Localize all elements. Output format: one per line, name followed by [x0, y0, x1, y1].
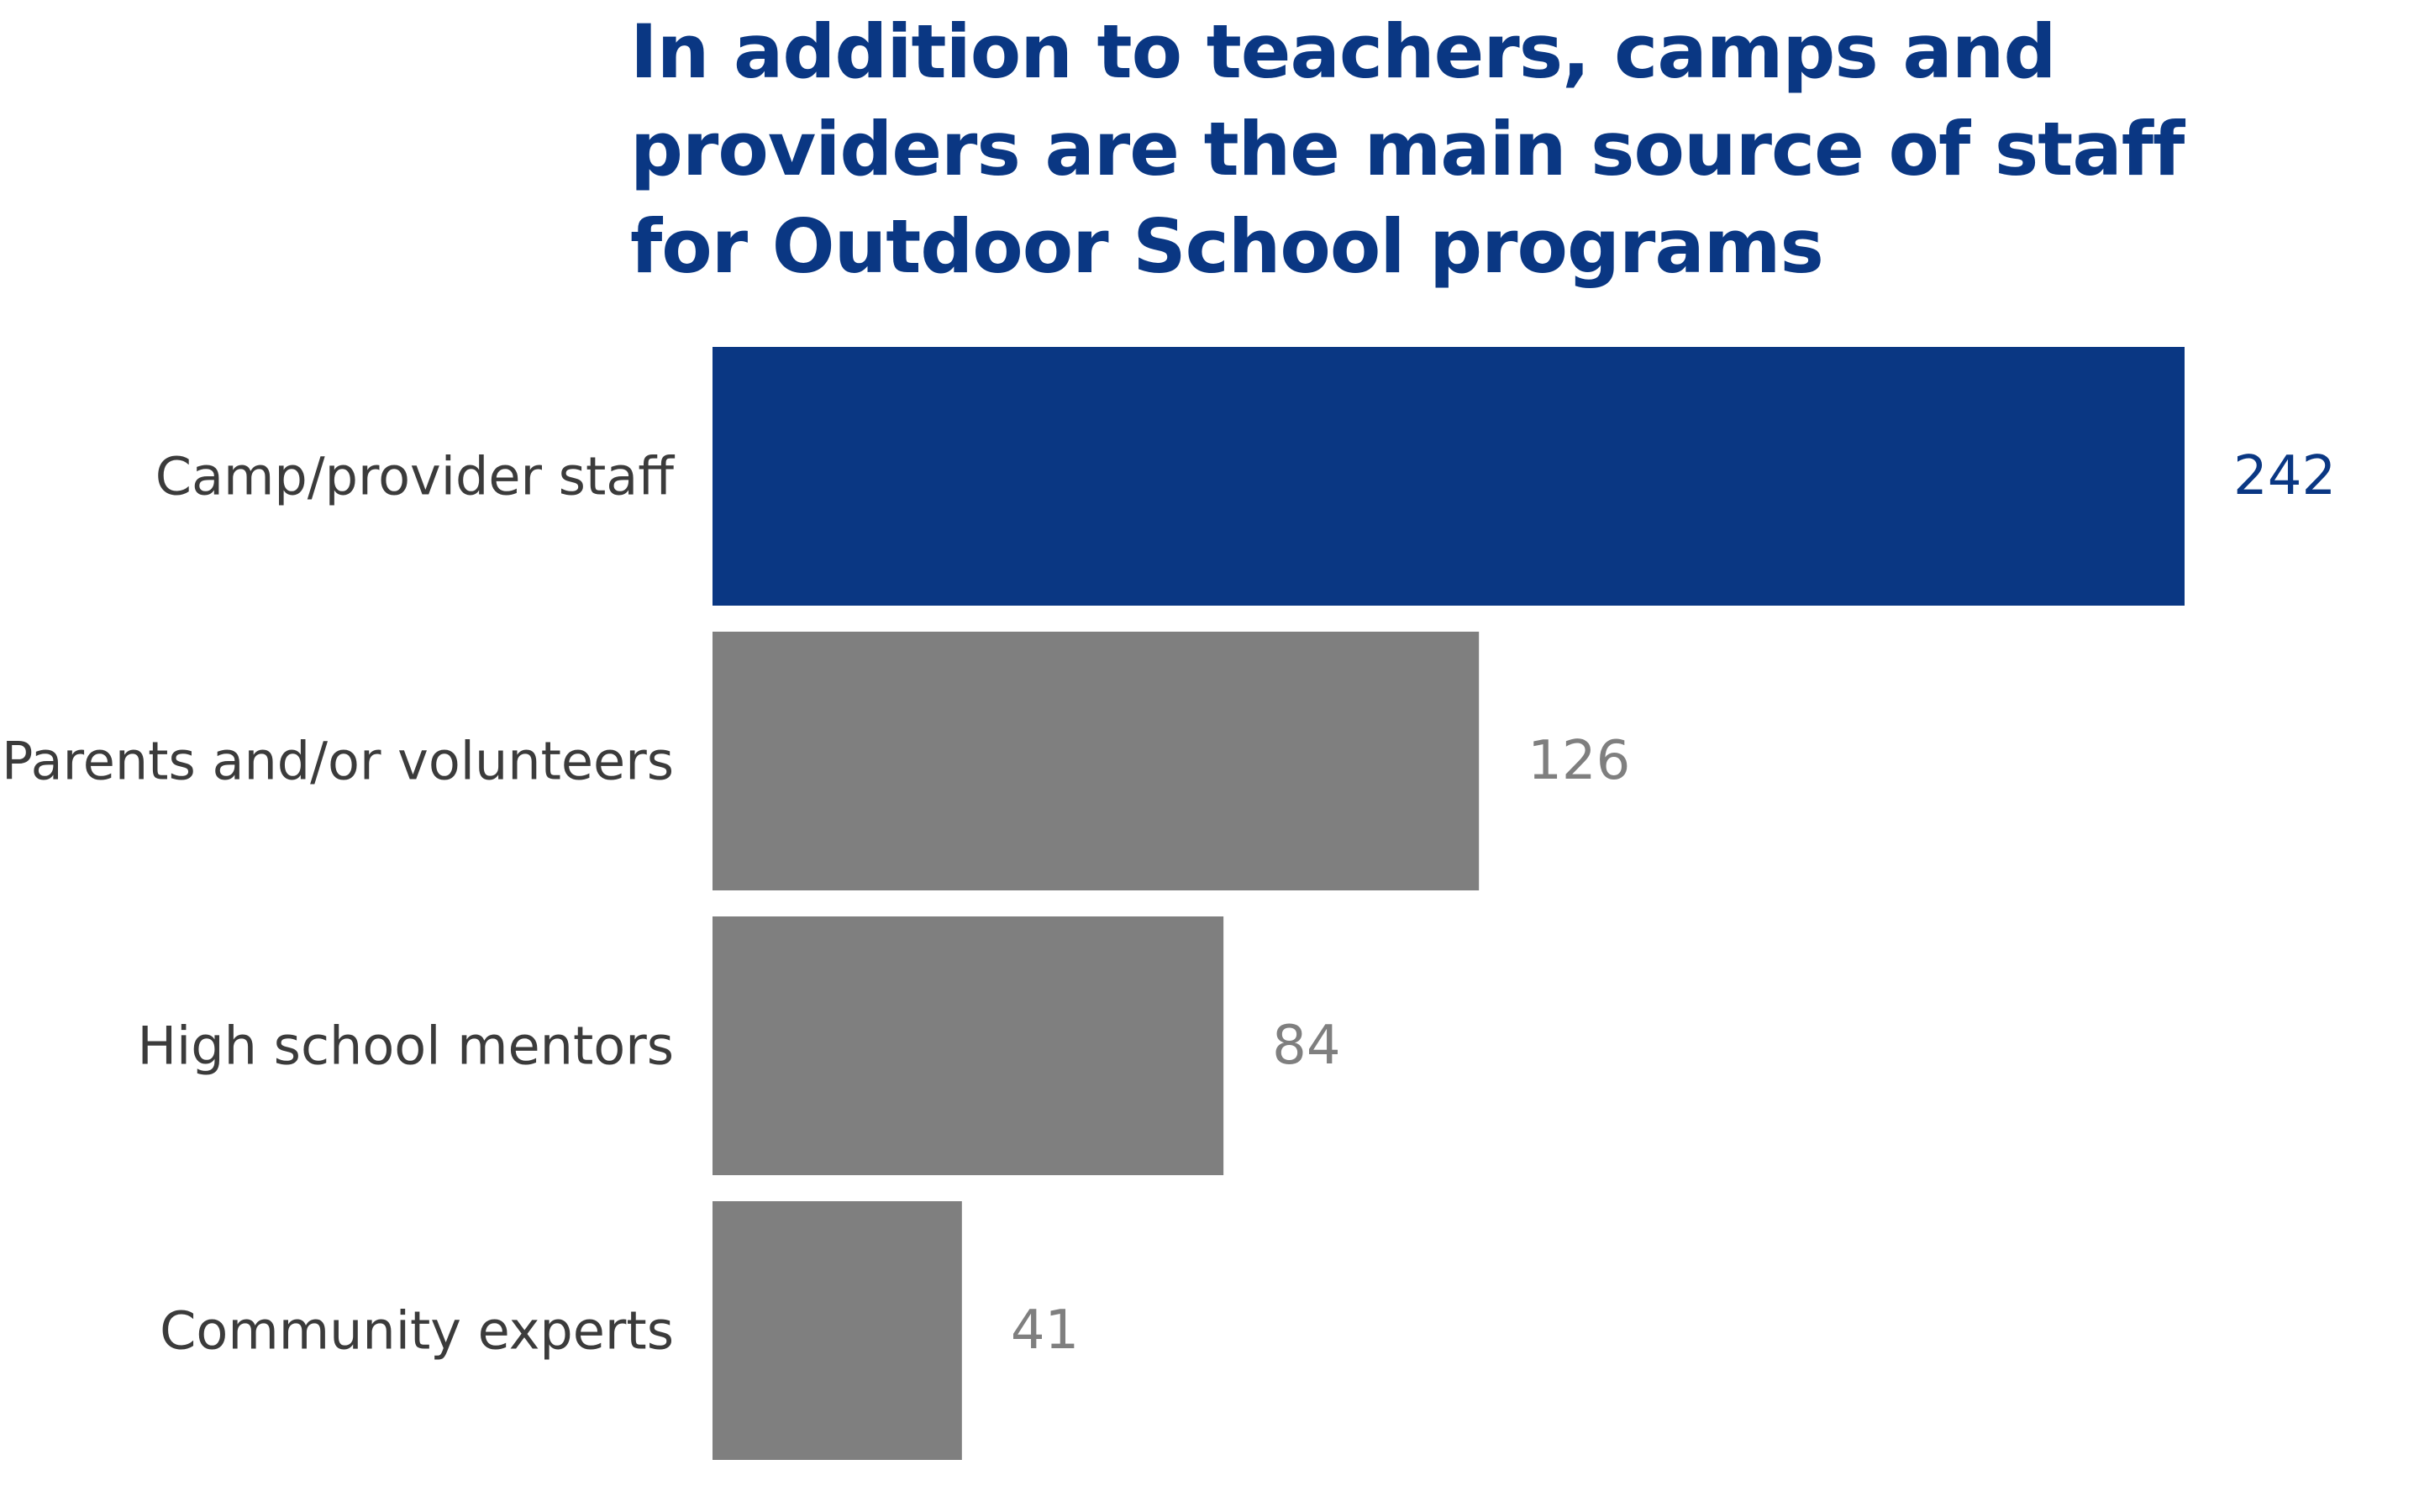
value-label-camp-provider-staff: 242 — [2233, 445, 2336, 507]
value-label-high-school-mentors: 84 — [1272, 1015, 1340, 1077]
bar-camp-provider-staff — [713, 347, 2185, 606]
category-label-camp-provider-staff: Camp/provider staff — [155, 446, 676, 507]
bar-high-school-mentors — [713, 916, 1224, 1175]
chart-title: In addition to teachers, camps and provi… — [630, 3, 2311, 296]
category-label-high-school-mentors: High school mentors — [137, 1016, 674, 1077]
bar-community-experts — [713, 1201, 962, 1460]
category-label-parents-and-or-volunteers: Parents and/or volunteers — [2, 731, 674, 792]
labels-layer: Camp/provider staff 242 Parents and/or vol… — [2, 445, 2336, 1362]
value-label-community-experts: 41 — [1011, 1299, 1079, 1362]
chart-title-line-3: for Outdoor School programs — [630, 203, 1824, 290]
category-label-community-experts: Community experts — [160, 1300, 674, 1362]
bars-layer — [713, 347, 2185, 1460]
chart-title-line-2: providers are the main source of staff — [630, 106, 2185, 192]
bar-parents-and-or-volunteers — [713, 632, 1480, 890]
value-label-parents-and-or-volunteers: 126 — [1528, 730, 1630, 792]
chart-title-line-1: In addition to teachers, camps and — [630, 8, 2056, 95]
